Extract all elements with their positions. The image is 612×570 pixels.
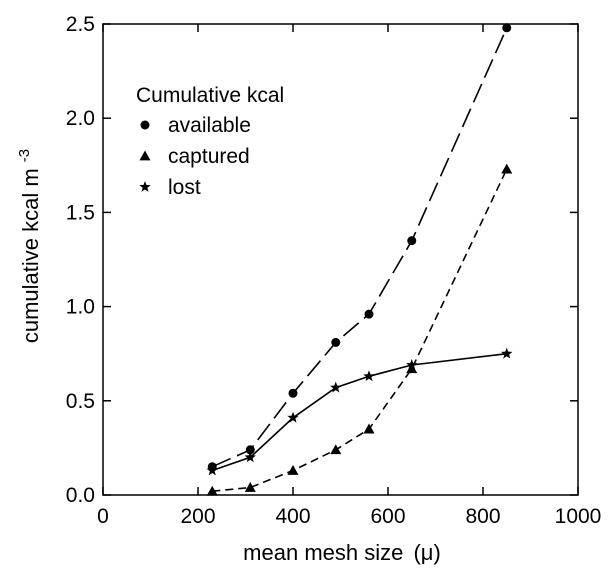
legend-title: Cumulative kcal — [136, 84, 284, 107]
legend-label-lost: lost — [168, 176, 201, 199]
legend-marker-captured — [139, 150, 151, 161]
y-axis-title-text: cumulative kcal m — [18, 168, 43, 343]
data-point-lost — [244, 451, 256, 463]
legend-label-captured: captured — [168, 145, 250, 168]
x-axis-title-unit: (μ) — [413, 540, 440, 565]
data-point-captured — [287, 465, 299, 475]
data-point-captured — [330, 444, 342, 455]
series-line-lost — [212, 352, 507, 472]
x-tick-label: 800 — [465, 505, 500, 528]
data-point-lost — [501, 347, 513, 359]
data-point-captured — [363, 423, 375, 434]
axes: 0 200 400 600 800 1000 0.0 0.5 1.0 1.5 2.0 2.5 — [66, 13, 602, 528]
x-tick-label: 400 — [275, 505, 310, 528]
legend: Cumulative kcal available captured lost — [136, 84, 284, 199]
x-axis-title-text: mean mesh size — [243, 540, 403, 565]
data-point-captured — [406, 363, 418, 374]
data-point-lost — [363, 370, 375, 382]
data-point-available — [407, 236, 417, 246]
y-tick-label: 0.0 — [66, 484, 95, 507]
y-tick-label: 1.5 — [66, 201, 95, 224]
y-tick-label: 1.0 — [66, 296, 95, 319]
data-point-available — [502, 23, 512, 33]
series-available — [207, 23, 512, 472]
y-tick-label: 2.0 — [66, 107, 95, 130]
data-point-lost — [330, 381, 342, 393]
data-point-lost — [406, 359, 418, 370]
x-tick-label: 200 — [180, 505, 215, 528]
legend-label-available: available — [168, 114, 251, 137]
x-tick-label: 0 — [97, 505, 109, 528]
data-point-available — [245, 445, 255, 455]
y-axis-title: cumulative kcal m -3 — [16, 149, 43, 343]
data-point-captured — [244, 481, 256, 492]
data-point-available — [364, 309, 374, 319]
data-point-lost — [206, 464, 218, 476]
data-point-captured — [206, 485, 218, 496]
data-point-lost — [287, 411, 299, 423]
x-axis-title: mean mesh size (μ) — [243, 540, 441, 565]
y-tick-label: 2.5 — [66, 13, 95, 36]
data-point-available — [288, 388, 298, 398]
plot-area — [206, 23, 513, 496]
plot-frame — [102, 23, 579, 496]
series-lost — [206, 347, 513, 476]
legend-marker-available — [140, 120, 150, 130]
data-point-available — [331, 337, 341, 347]
data-point-captured — [501, 163, 513, 174]
y-axis-title-exponent: -3 — [16, 149, 33, 162]
x-tick-label: 600 — [370, 505, 405, 528]
x-tick-label: 1000 — [555, 505, 602, 528]
legend-marker-lost — [139, 181, 151, 192]
y-tick-label: 0.5 — [66, 390, 95, 413]
series-captured — [206, 163, 513, 496]
series-line-captured — [212, 168, 508, 492]
